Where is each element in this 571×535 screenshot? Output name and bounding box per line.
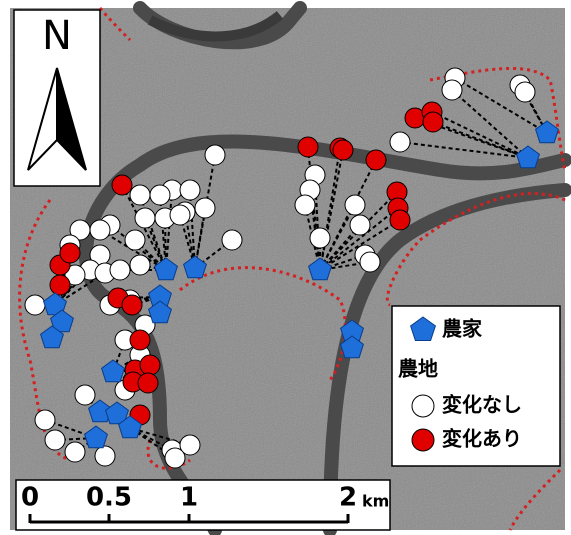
field-no-change	[390, 132, 410, 152]
field-no-change	[442, 80, 462, 100]
field-no-change	[310, 228, 330, 248]
field-changed	[130, 330, 150, 350]
field-changed	[112, 175, 132, 195]
field-changed	[140, 355, 160, 375]
field-changed	[122, 295, 142, 315]
field-no-change	[515, 82, 535, 102]
north-label: N	[42, 13, 72, 59]
north-arrow: N	[14, 10, 100, 186]
field-no-change	[350, 215, 370, 235]
legend: 農家 農地 変化なし 変化あり	[392, 306, 560, 466]
field-no-change	[65, 442, 85, 462]
scale-label: 0	[21, 483, 39, 513]
scale-bar: 0 0.5 1 2 km	[16, 480, 390, 530]
legend-changed-symbol	[412, 429, 434, 451]
map: N 農家 農地 変化なし 変化あり 0 0.5 1 2 km	[0, 0, 571, 535]
field-changed	[298, 137, 318, 157]
field-no-change	[125, 230, 145, 250]
field-no-change	[95, 446, 115, 466]
field-changed	[333, 140, 353, 160]
scale-unit: km	[362, 492, 389, 511]
legend-header: 農地	[398, 357, 438, 381]
legend-label: 変化なし	[442, 393, 522, 417]
field-no-change	[110, 260, 130, 280]
field-no-change	[130, 185, 150, 205]
field-no-change	[35, 410, 55, 430]
field-no-change	[222, 230, 242, 250]
field-changed	[50, 275, 70, 295]
field-no-change	[345, 195, 365, 215]
scale-label: 2	[339, 483, 357, 513]
field-no-change	[45, 430, 65, 450]
scale-label: 0.5	[86, 483, 132, 513]
scale-label: 1	[180, 483, 198, 513]
field-no-change	[170, 205, 190, 225]
legend-label: 農家	[442, 317, 483, 341]
field-no-change	[295, 195, 315, 215]
field-changed	[60, 243, 80, 263]
field-no-change	[75, 385, 95, 405]
legend-no-change-symbol	[412, 395, 434, 417]
field-changed	[423, 112, 443, 132]
field-no-change	[150, 185, 170, 205]
field-no-change	[90, 220, 110, 240]
field-changed	[366, 150, 386, 170]
field-no-change	[360, 252, 380, 272]
field-changed	[138, 373, 158, 393]
legend-label: 変化あり	[442, 427, 522, 451]
field-no-change	[165, 448, 185, 468]
field-no-change	[25, 295, 45, 315]
field-no-change	[180, 180, 200, 200]
field-no-change	[205, 145, 225, 165]
field-changed	[390, 210, 410, 230]
field-no-change	[130, 255, 150, 275]
field-no-change	[195, 198, 215, 218]
field-no-change	[135, 208, 155, 228]
